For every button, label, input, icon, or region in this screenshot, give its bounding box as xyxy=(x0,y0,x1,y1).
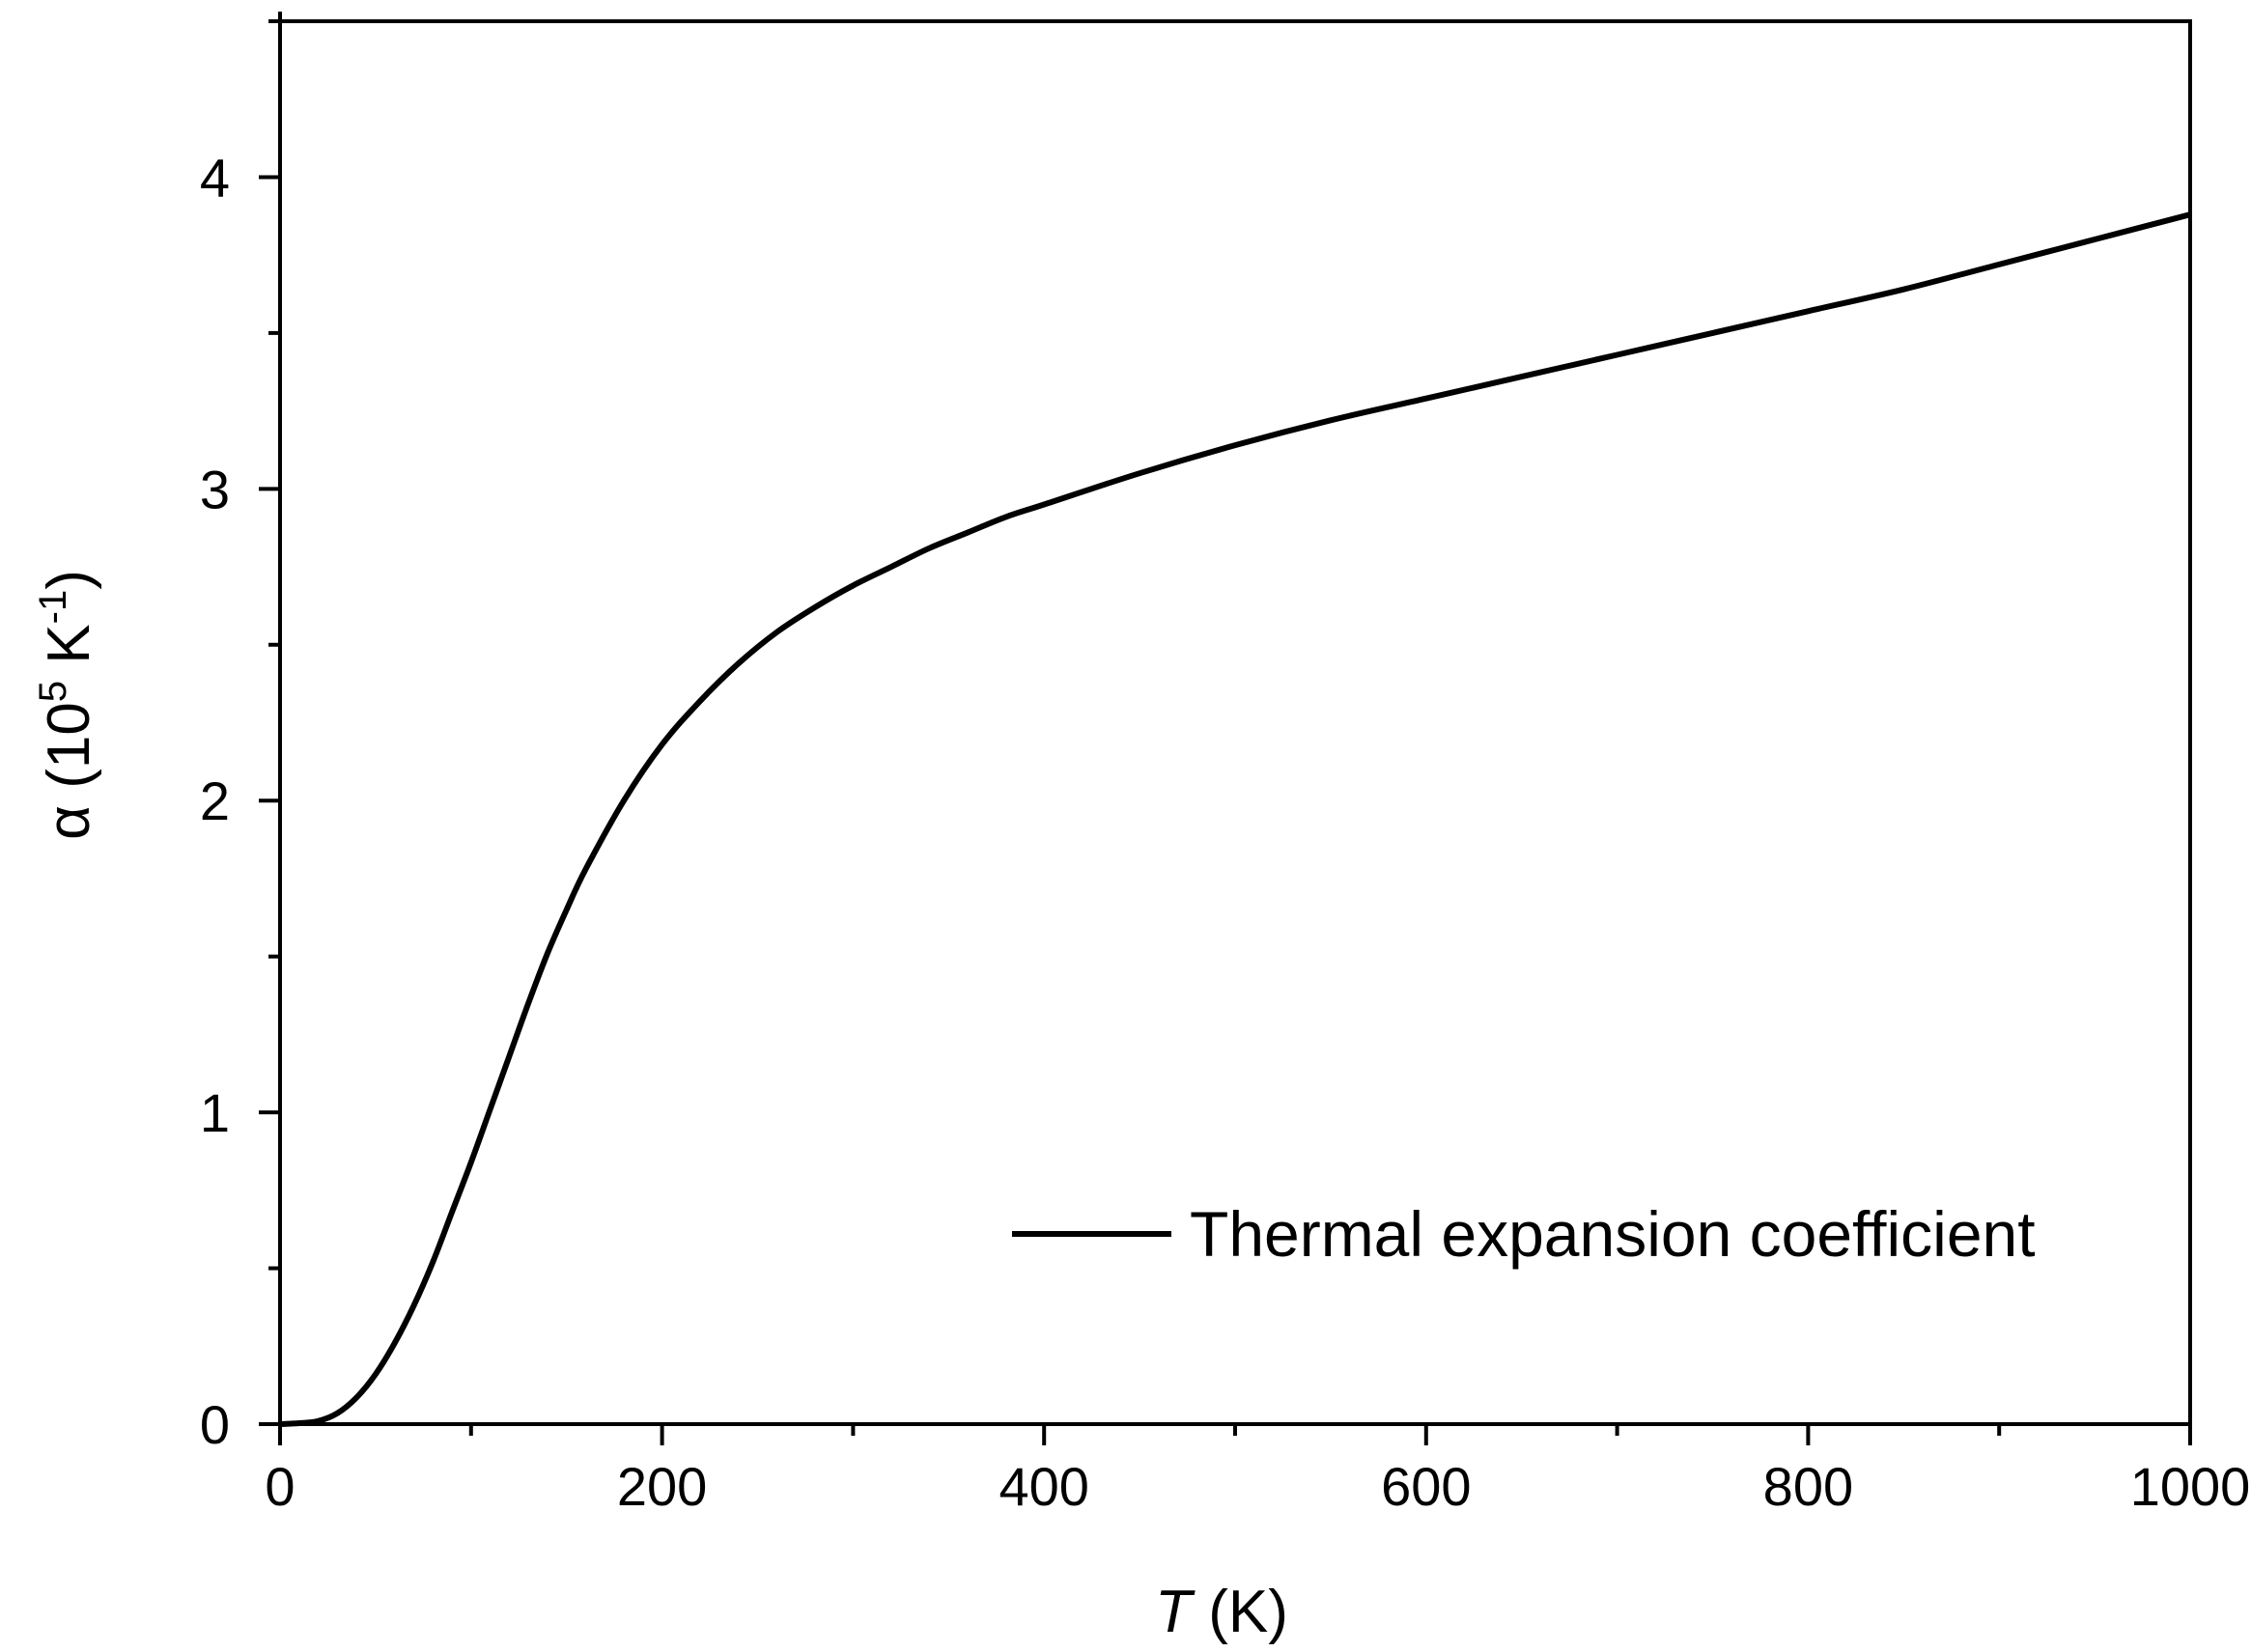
y-tick-label: 0 xyxy=(200,1394,230,1455)
legend-label: Thermal expansion coefficient xyxy=(1190,1198,2036,1270)
x-axis-unit: (K) xyxy=(1192,1579,1288,1645)
y-axis-title: α (105 K-1) xyxy=(32,570,102,840)
y-axis-unit-exponent: -1 xyxy=(32,590,74,625)
x-axis-title: T (K) xyxy=(1155,1579,1288,1645)
x-tick-label: 200 xyxy=(617,1456,707,1517)
series-layer xyxy=(279,211,2191,1427)
y-axis-prefix: (10 xyxy=(36,702,102,805)
y-axis-unit: K xyxy=(36,624,102,681)
x-tick-label: 400 xyxy=(999,1456,1088,1517)
y-tick-label: 3 xyxy=(200,459,230,519)
series-line xyxy=(279,211,2191,1427)
x-axis-variable: T xyxy=(1155,1579,1196,1645)
y-axis-symbol: α xyxy=(36,805,102,840)
y-tick-label: 4 xyxy=(200,147,230,208)
legend: Thermal expansion coefficient xyxy=(1012,1198,2036,1270)
ticks-layer: 0 200 400 600 800 1000 0 1 2 3 4 xyxy=(200,19,2251,1517)
x-tick-label: 600 xyxy=(1381,1456,1471,1517)
y-tick-label: 1 xyxy=(200,1082,230,1143)
y-tick-label: 2 xyxy=(200,770,230,831)
x-tick-label: 1000 xyxy=(2130,1456,2251,1517)
x-tick-label: 0 xyxy=(265,1456,295,1517)
y-axis-exponent: 5 xyxy=(32,681,74,702)
y-axis-suffix: ) xyxy=(36,570,102,590)
x-tick-label: 800 xyxy=(1763,1456,1853,1517)
